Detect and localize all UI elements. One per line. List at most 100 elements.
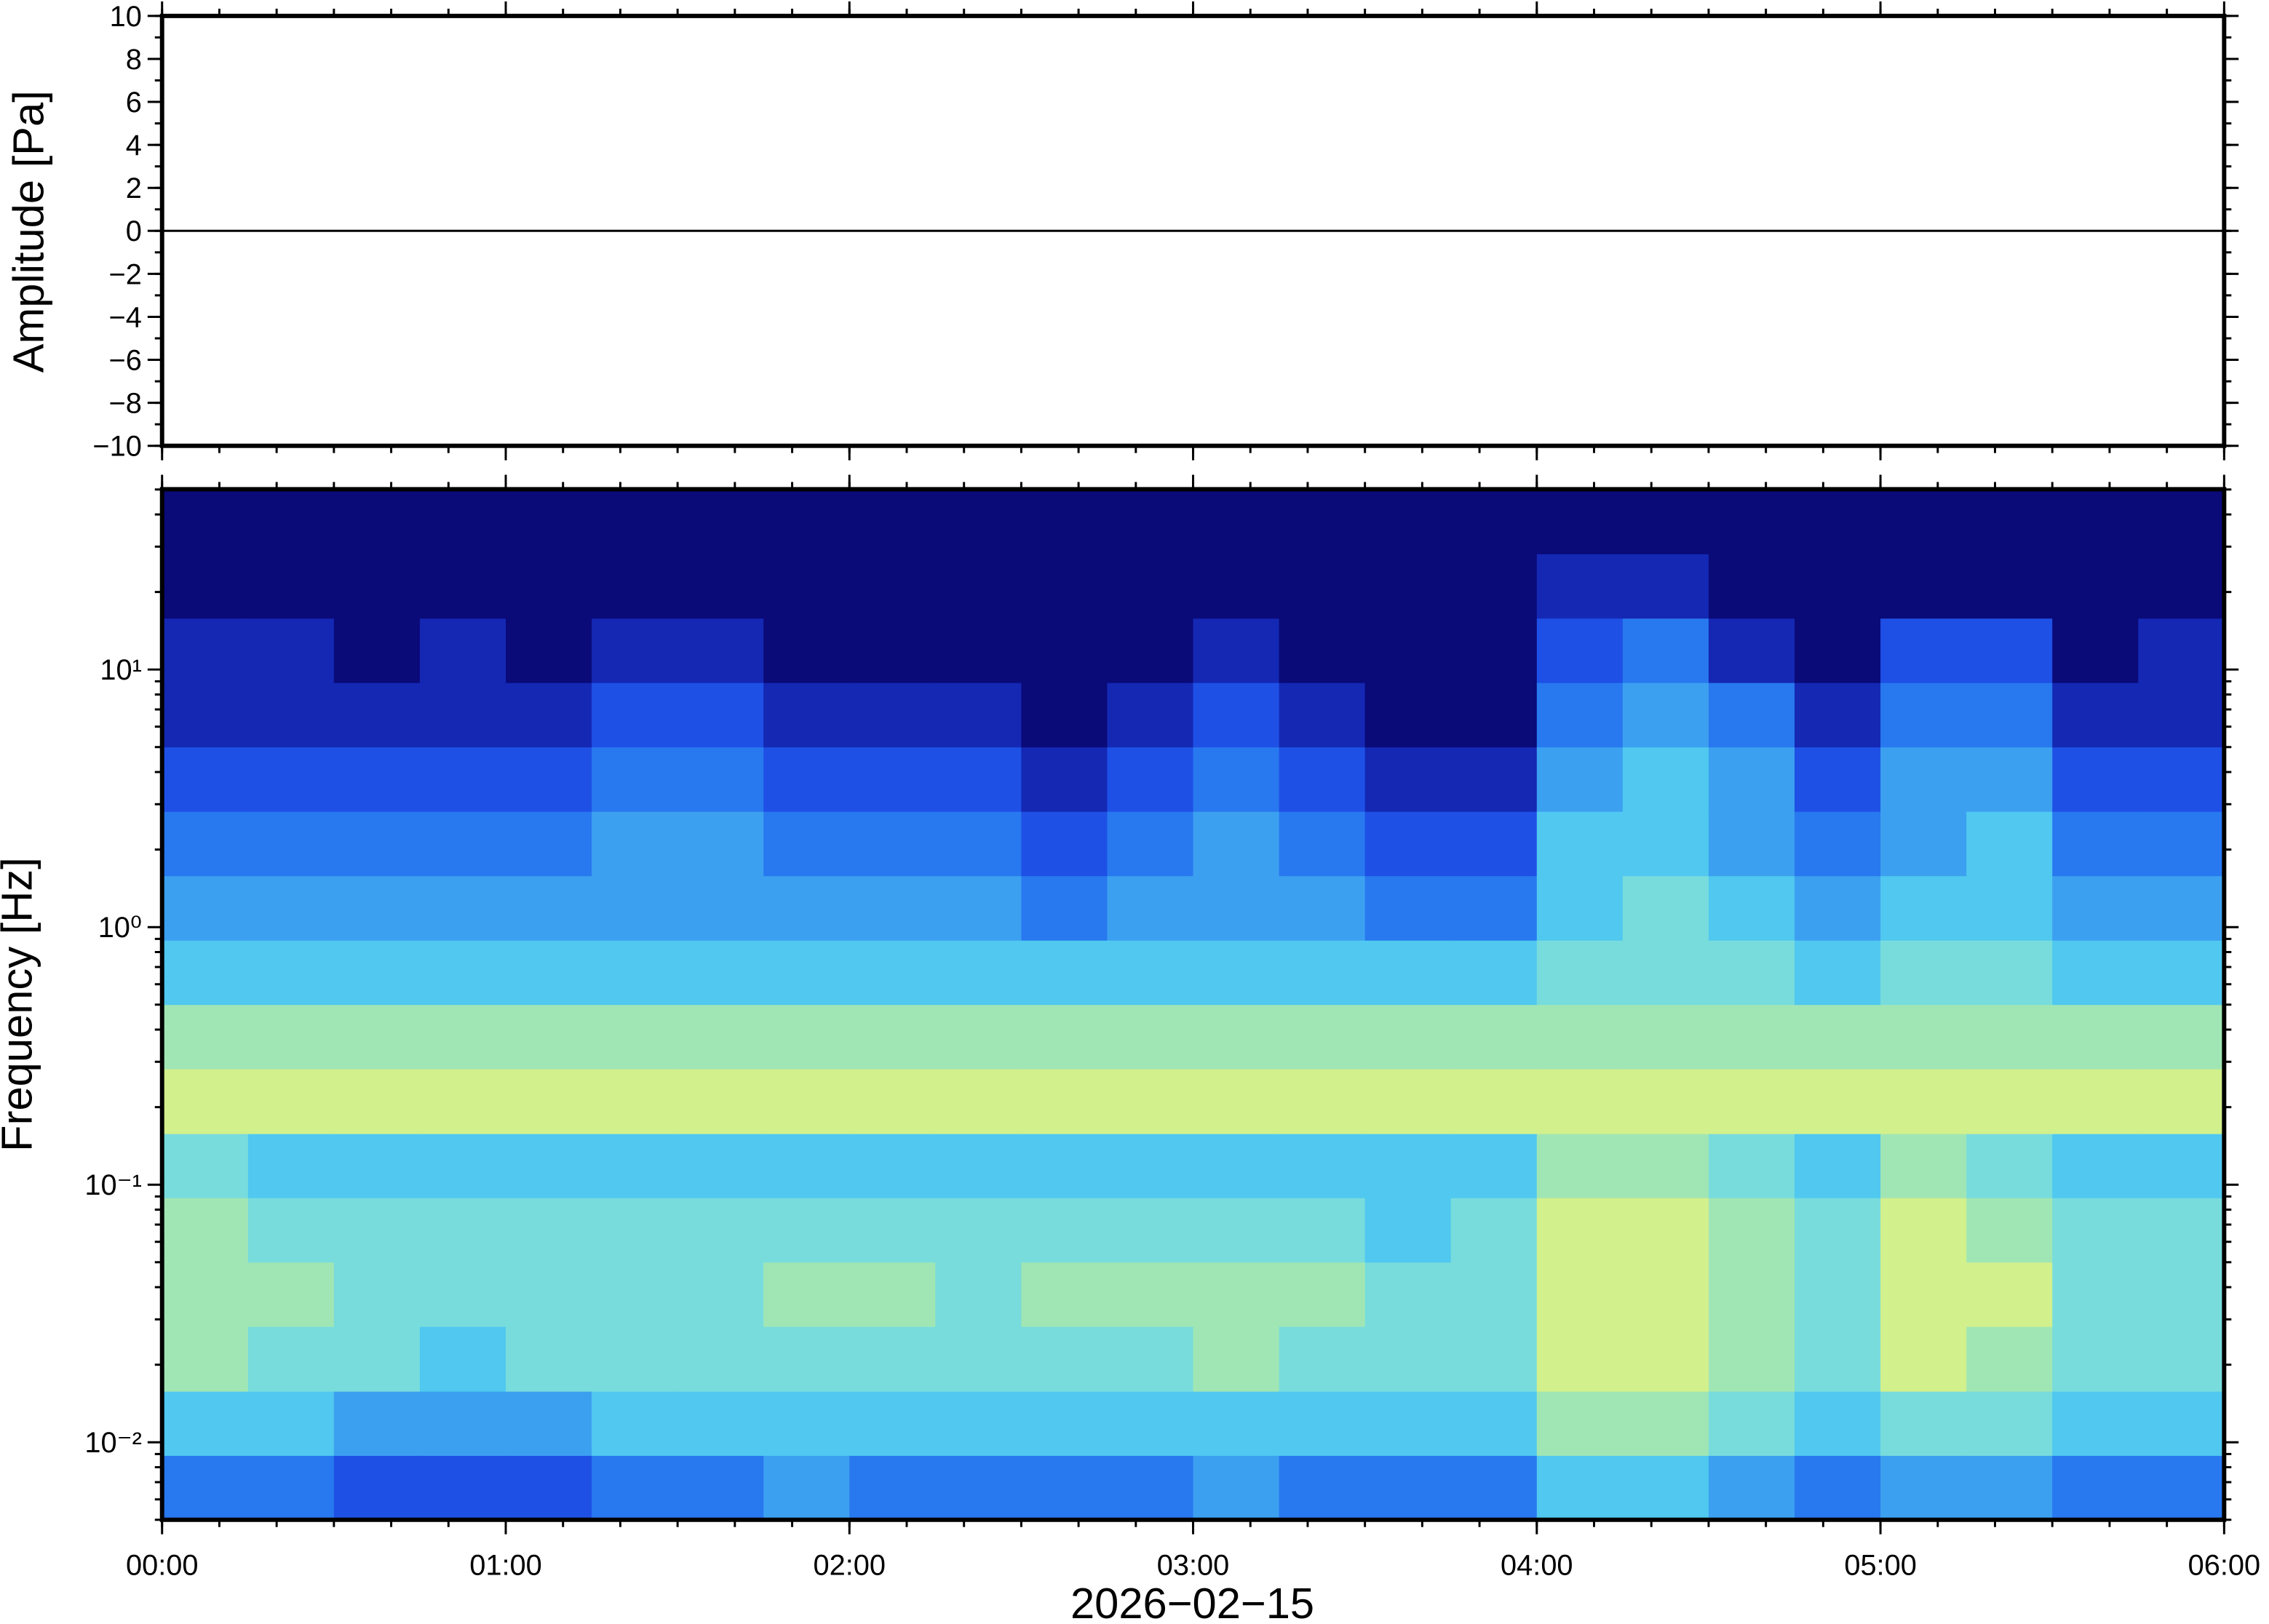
y-tick-label: 10⁰ (98, 912, 142, 944)
heatmap-cell (419, 553, 506, 619)
heatmap-cell (1193, 875, 1280, 941)
heatmap-cell (1708, 811, 1795, 877)
heatmap-cell (162, 1262, 249, 1327)
heatmap-cell (1364, 747, 1452, 812)
heatmap-cell (2052, 553, 2139, 619)
heatmap-cell (849, 1262, 937, 1327)
heatmap-cell (419, 489, 506, 554)
heatmap-cell (1021, 1004, 1108, 1070)
heatmap-cell (1966, 1004, 2054, 1070)
heatmap-cell (333, 1262, 421, 1327)
heatmap-cell (1966, 1262, 2054, 1327)
heatmap-cell (1279, 747, 1366, 812)
heatmap-cell (162, 618, 249, 683)
heatmap-cell (1622, 939, 1709, 1006)
heatmap-cell (1193, 939, 1280, 1006)
heatmap-cell (247, 1262, 335, 1327)
heatmap-cell (247, 618, 335, 683)
heatmap-cell (162, 553, 249, 619)
heatmap-cell (1536, 618, 1624, 683)
heatmap-cell (247, 553, 335, 619)
heatmap-cell (1880, 682, 1967, 748)
heatmap-cell (333, 553, 421, 619)
y-tick-label: −10 (92, 431, 141, 463)
heatmap-cell (1880, 939, 1967, 1006)
heatmap-cell (1622, 1197, 1709, 1263)
heatmap-cell (2138, 811, 2225, 877)
heatmap-cell (935, 875, 1022, 941)
heatmap-cell (1536, 939, 1624, 1006)
heatmap-cell (849, 1197, 937, 1263)
heatmap-cell (677, 1390, 764, 1456)
y-tick-label: 2 (126, 172, 142, 204)
heatmap-cell (1795, 939, 1881, 1006)
heatmap-cell (592, 747, 678, 812)
heatmap-cell (677, 875, 764, 941)
heatmap-cell (935, 1133, 1022, 1198)
heatmap-cell (935, 618, 1022, 683)
heatmap-cell (1450, 618, 1538, 683)
heatmap-cell (592, 1326, 678, 1392)
x-tick-label: 02:00 (814, 1549, 886, 1581)
y-axis-label: Amplitude [Pa] (4, 90, 53, 373)
heatmap-cell (1966, 1133, 2054, 1198)
heatmap-cell (1364, 939, 1452, 1006)
heatmap-cell (1536, 1326, 1624, 1392)
heatmap-cell (1021, 875, 1108, 941)
heatmap-cell (592, 1455, 678, 1521)
heatmap-cell (505, 1197, 592, 1263)
heatmap-cell (1450, 1262, 1538, 1327)
y-tick-label: −4 (109, 301, 142, 333)
heatmap-cell (677, 489, 764, 554)
heatmap-cell (1193, 1133, 1280, 1198)
heatmap-cell (419, 1262, 506, 1327)
heatmap-cell (1193, 489, 1280, 554)
heatmap-cell (1795, 682, 1881, 748)
heatmap-cell (2138, 1068, 2225, 1134)
y-tick-label: 6 (126, 87, 142, 119)
heatmap-cell (2138, 1133, 2225, 1198)
heatmap-cell (505, 939, 592, 1006)
heatmap-cell (1622, 1004, 1709, 1070)
heatmap-cell (2138, 1390, 2225, 1456)
heatmap-cell (2052, 1197, 2139, 1263)
heatmap-cell (162, 1390, 249, 1456)
heatmap-cell (1193, 618, 1280, 683)
heatmap-cell (1193, 747, 1280, 812)
heatmap-cell (1795, 875, 1881, 941)
heatmap-cell (935, 1326, 1022, 1392)
heatmap-cell (1536, 747, 1624, 812)
heatmap-cell (247, 939, 335, 1006)
heatmap-cell (1536, 1262, 1624, 1327)
y-tick-label: −2 (109, 258, 142, 290)
heatmap-cell (935, 1197, 1022, 1263)
heatmap-cell (333, 1133, 421, 1198)
x-tick-label: 04:00 (1501, 1549, 1573, 1581)
heatmap-cell (2052, 618, 2139, 683)
heatmap-cell (247, 1326, 335, 1392)
heatmap-cell (1021, 1262, 1108, 1327)
x-tick-label: 03:00 (1157, 1549, 1229, 1581)
heatmap-cell (1880, 618, 1967, 683)
heatmap-cell (162, 489, 249, 554)
heatmap-cell (1021, 489, 1108, 554)
heatmap-cell (1966, 1197, 2054, 1263)
heatmap-cell (1450, 489, 1538, 554)
x-tick-label: 06:00 (2188, 1549, 2260, 1581)
heatmap-cell (1966, 1068, 2054, 1134)
heatmap-cell (1708, 1068, 1795, 1134)
y-tick-label: 10 (110, 1, 142, 33)
panel: 00:00 01:00 02:00 03:00 04:00 05:00 06:00 10⁻² 1… (84, 474, 2260, 1581)
heatmap-cell (1622, 811, 1709, 877)
heatmap-cell (505, 1133, 592, 1198)
heatmap-cell (763, 553, 851, 619)
heatmap-cell (592, 682, 678, 748)
heatmap-cell (1279, 1133, 1366, 1198)
heatmap-cell (1880, 1455, 1967, 1521)
heatmap-cell (1364, 875, 1452, 941)
heatmap-cell (1880, 553, 1967, 619)
heatmap-cell (763, 618, 851, 683)
heatmap-cell (333, 1068, 421, 1134)
heatmap-cell (1450, 939, 1538, 1006)
heatmap-cell (1708, 1390, 1795, 1456)
